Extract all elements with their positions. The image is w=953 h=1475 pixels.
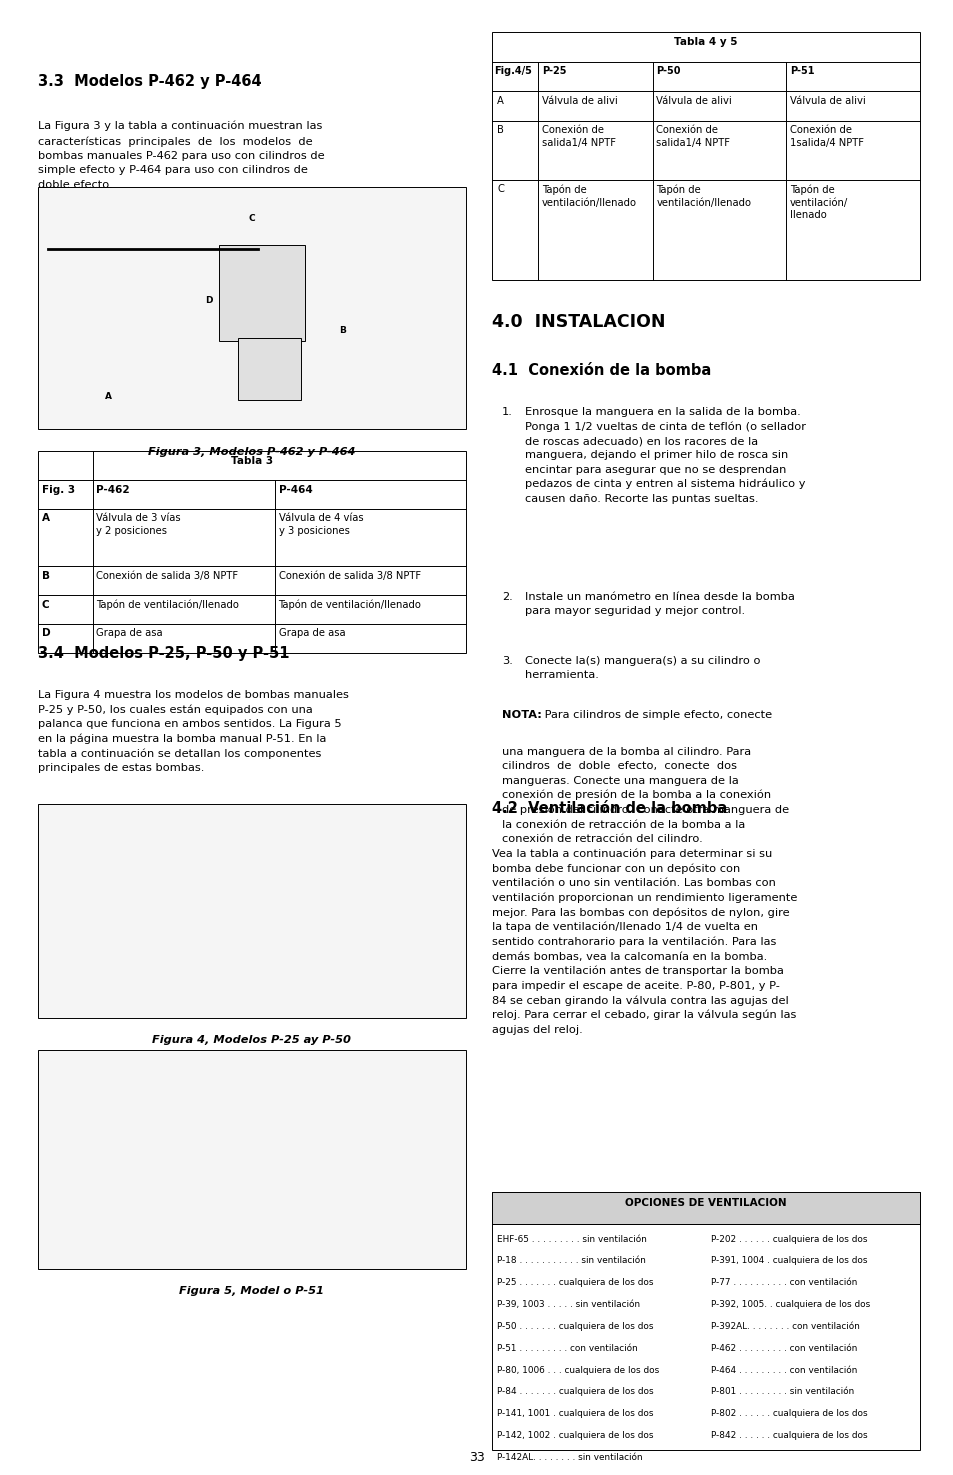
Text: Válvula de alivi: Válvula de alivi — [541, 96, 617, 106]
Text: P-392, 1005. . cualquiera de los dos: P-392, 1005. . cualquiera de los dos — [710, 1299, 869, 1310]
Text: Tapón de
ventilación/
llenado: Tapón de ventilación/ llenado — [789, 184, 847, 220]
Text: La Figura 4 muestra los modelos de bombas manuales
P-25 y P-50, los cuales están: La Figura 4 muestra los modelos de bomba… — [38, 690, 349, 773]
Text: 4.1  Conexión de la bomba: 4.1 Conexión de la bomba — [492, 363, 711, 378]
Text: Válvula de 4 vías
y 3 posiciones: Válvula de 4 vías y 3 posiciones — [278, 513, 363, 535]
Text: D: D — [205, 296, 213, 305]
Text: P-141, 1001 . cualquiera de los dos: P-141, 1001 . cualquiera de los dos — [497, 1409, 653, 1419]
Text: Enrosque la manguera en la salida de la bomba.
Ponga 1 1/2 vueltas de cinta de t: Enrosque la manguera en la salida de la … — [524, 407, 805, 503]
Text: Grapa de asa: Grapa de asa — [96, 628, 163, 639]
Text: P-391, 1004 . cualquiera de los dos: P-391, 1004 . cualquiera de los dos — [710, 1257, 866, 1266]
Text: Fig. 3: Fig. 3 — [42, 484, 75, 494]
Text: Válvula de 3 vías
y 2 posiciones: Válvula de 3 vías y 2 posiciones — [96, 513, 181, 535]
Text: P-462 . . . . . . . . . con ventilación: P-462 . . . . . . . . . con ventilación — [710, 1344, 856, 1353]
Text: P-51 . . . . . . . . . con ventilación: P-51 . . . . . . . . . con ventilación — [497, 1344, 638, 1353]
Text: P-25 . . . . . . . cualquiera de los dos: P-25 . . . . . . . cualquiera de los dos — [497, 1279, 653, 1288]
Bar — [238, 338, 300, 400]
Text: Conexión de salida 3/8 NPTF: Conexión de salida 3/8 NPTF — [96, 571, 238, 581]
Bar — [492, 1192, 919, 1450]
Text: OPCIONES DE VENTILACION: OPCIONES DE VENTILACION — [624, 1198, 786, 1208]
Bar — [38, 1050, 465, 1268]
Bar — [38, 451, 465, 652]
Text: Conexión de
1salida/4 NPTF: Conexión de 1salida/4 NPTF — [789, 125, 863, 148]
Text: P-51: P-51 — [789, 66, 814, 77]
Text: 4.2  Ventilación de la bomba: 4.2 Ventilación de la bomba — [492, 801, 727, 816]
Text: 3.4  Modelos P-25, P-50 y P-51: 3.4 Modelos P-25, P-50 y P-51 — [38, 646, 290, 661]
Text: P-801 . . . . . . . . . sin ventilación: P-801 . . . . . . . . . sin ventilación — [710, 1388, 853, 1397]
Text: una manguera de la bomba al cilindro. Para
cilindros  de  doble  efecto,  conect: una manguera de la bomba al cilindro. Pa… — [501, 748, 788, 844]
Text: P-464 . . . . . . . . . con ventilación: P-464 . . . . . . . . . con ventilación — [710, 1366, 856, 1375]
Text: Tapón de ventilación/llenado: Tapón de ventilación/llenado — [96, 599, 239, 611]
Text: Conexión de
salida1/4 NPTF: Conexión de salida1/4 NPTF — [656, 125, 730, 148]
Text: Tapón de ventilación/llenado: Tapón de ventilación/llenado — [278, 599, 421, 611]
Text: P-77 . . . . . . . . . . con ventilación: P-77 . . . . . . . . . . con ventilación — [710, 1279, 856, 1288]
Text: Fig.4/5: Fig.4/5 — [494, 66, 532, 77]
Text: 3.: 3. — [501, 655, 512, 665]
Text: B: B — [338, 326, 345, 335]
Text: Conexión de
salida1/4 NPTF: Conexión de salida1/4 NPTF — [541, 125, 616, 148]
Text: P-142AL. . . . . . . . sin ventilación: P-142AL. . . . . . . . sin ventilación — [497, 1453, 642, 1462]
Text: Grapa de asa: Grapa de asa — [278, 628, 345, 639]
Text: Válvula de alivi: Válvula de alivi — [656, 96, 731, 106]
Text: P-142, 1002 . cualquiera de los dos: P-142, 1002 . cualquiera de los dos — [497, 1431, 653, 1440]
Text: Figura 5, Model o P-51: Figura 5, Model o P-51 — [179, 1286, 324, 1297]
Text: 2.: 2. — [501, 591, 512, 602]
Text: P-50 . . . . . . . cualquiera de los dos: P-50 . . . . . . . cualquiera de los dos — [497, 1322, 653, 1330]
Text: A: A — [497, 96, 503, 106]
Text: B: B — [42, 571, 50, 581]
Bar — [38, 804, 465, 1018]
Text: P-18 . . . . . . . . . . . sin ventilación: P-18 . . . . . . . . . . . sin ventilaci… — [497, 1257, 645, 1266]
Text: P-392AL. . . . . . . . con ventilación: P-392AL. . . . . . . . con ventilación — [710, 1322, 859, 1330]
Text: Para cilindros de simple efecto, conecte: Para cilindros de simple efecto, conecte — [540, 711, 771, 720]
Text: P-802 . . . . . . cualquiera de los dos: P-802 . . . . . . cualquiera de los dos — [710, 1409, 866, 1419]
Text: NOTA:: NOTA: — [501, 711, 541, 720]
Text: C: C — [497, 184, 503, 195]
Text: Válvula de alivi: Válvula de alivi — [789, 96, 864, 106]
Text: C: C — [248, 214, 254, 223]
Text: Figura 4, Modelos P-25 ay P-50: Figura 4, Modelos P-25 ay P-50 — [152, 1035, 351, 1046]
Text: 3.3  Modelos P-462 y P-464: 3.3 Modelos P-462 y P-464 — [38, 74, 261, 88]
Text: P-50: P-50 — [656, 66, 680, 77]
Text: 4.0  INSTALACION: 4.0 INSTALACION — [492, 313, 665, 330]
Text: P-25: P-25 — [541, 66, 566, 77]
Text: P-464: P-464 — [278, 484, 312, 494]
Text: Vea la tabla a continuación para determinar si su
bomba debe funcionar con un de: Vea la tabla a continuación para determi… — [492, 848, 797, 1034]
Text: Tapón de
ventilación/llenado: Tapón de ventilación/llenado — [541, 184, 637, 208]
Text: P-39, 1003 . . . . . sin ventilación: P-39, 1003 . . . . . sin ventilación — [497, 1299, 639, 1310]
Text: B: B — [497, 125, 503, 136]
Text: Tabla 3: Tabla 3 — [231, 456, 273, 466]
Text: Tapón de
ventilación/llenado: Tapón de ventilación/llenado — [656, 184, 751, 208]
Text: P-80, 1006 . . . cualquiera de los dos: P-80, 1006 . . . cualquiera de los dos — [497, 1366, 659, 1375]
Text: C: C — [42, 599, 50, 609]
Text: P-462: P-462 — [96, 484, 130, 494]
Bar — [492, 1192, 919, 1224]
Text: 1.: 1. — [501, 407, 512, 417]
Text: A: A — [105, 392, 112, 401]
Text: D: D — [42, 628, 51, 639]
Text: Instale un manómetro en línea desde la bomba
para mayor seguridad y mejor contro: Instale un manómetro en línea desde la b… — [524, 591, 794, 617]
Text: A: A — [42, 513, 50, 524]
Text: EHF-65 . . . . . . . . . sin ventilación: EHF-65 . . . . . . . . . sin ventilación — [497, 1235, 646, 1243]
Text: La Figura 3 y la tabla a continuación muestran las
características  principales : La Figura 3 y la tabla a continuación mu… — [38, 121, 324, 190]
Text: P-84 . . . . . . . cualquiera de los dos: P-84 . . . . . . . cualquiera de los dos — [497, 1388, 653, 1397]
Text: Conexión de salida 3/8 NPTF: Conexión de salida 3/8 NPTF — [278, 571, 420, 581]
Text: P-202 . . . . . . cualquiera de los dos: P-202 . . . . . . cualquiera de los dos — [710, 1235, 866, 1243]
Bar — [492, 32, 919, 280]
Text: 33: 33 — [469, 1451, 484, 1465]
Bar — [38, 187, 465, 429]
Text: P-842 . . . . . . cualquiera de los dos: P-842 . . . . . . cualquiera de los dos — [710, 1431, 866, 1440]
Text: Figura 3, Modelos P-462 y P-464: Figura 3, Modelos P-462 y P-464 — [148, 447, 355, 457]
Bar — [219, 245, 305, 341]
Text: Conecte la(s) manguera(s) a su cilindro o
herramienta.: Conecte la(s) manguera(s) a su cilindro … — [524, 655, 760, 680]
Text: Tabla 4 y 5: Tabla 4 y 5 — [674, 37, 737, 47]
